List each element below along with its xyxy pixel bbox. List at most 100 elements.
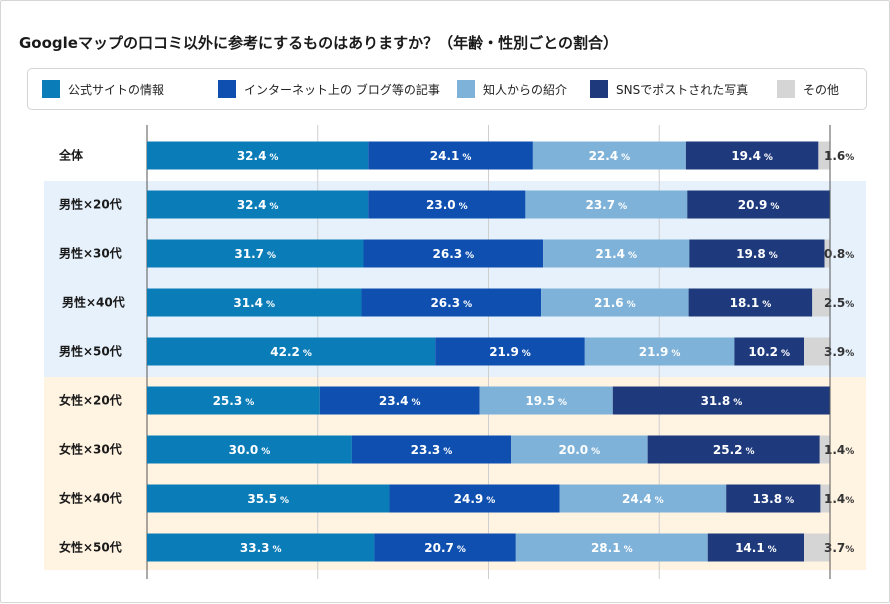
bar-segment [559,484,727,513]
category-label: 男性×40代 [62,295,125,310]
bar-segment [689,239,825,268]
value-label: 22.4% [589,149,631,163]
legend-swatch [590,80,608,98]
value-label: 23.4% [379,394,421,408]
value-label-outside: 1.4% [824,443,854,457]
value-label: 19.5% [525,394,567,408]
bar-segment [804,337,831,366]
value-label: 25.2% [713,443,755,457]
bar-segment [368,190,526,219]
legend-label: その他 [803,82,840,97]
value-label: 19.4% [731,149,773,163]
value-label: 31.4% [233,296,275,310]
legend-swatch [777,80,795,98]
bar-segment [543,239,690,268]
bar-segment [147,190,369,219]
bar-segment [147,141,369,170]
bar-segment [525,190,688,219]
legend-label: インターネット上の ブログ等の記事 [244,82,440,97]
bar-segment [374,533,516,562]
value-label: 18.1% [730,296,772,310]
legend-swatch [218,80,236,98]
value-label: 21.6% [594,296,636,310]
category-label: 全体 [58,148,84,163]
bar-segment [147,533,375,562]
bar-segment [707,533,805,562]
value-label: 20.7% [424,541,466,555]
legend-item-blog-articles: インターネット上の ブログ等の記事 [218,79,440,99]
bar-segment [351,435,512,464]
value-label: 24.4% [622,492,664,506]
value-label: 35.5% [247,492,289,506]
bar-segment [319,386,480,415]
value-label-outside: 2.5% [824,296,854,310]
bar-segment [804,533,830,562]
chart-title: Googleマップの口コミ以外に参考にするものはありますか？（年齢・性別ごとの割… [19,34,618,52]
legend-swatch [457,80,475,98]
bar-segment [147,386,320,415]
value-label: 10.2% [748,345,790,359]
value-label: 31.7% [234,247,276,261]
category-label: 男性×30代 [59,246,122,261]
bar-segment [147,484,390,513]
value-label-outside: 1.6% [824,149,854,163]
bar-segment [726,484,821,513]
bar-segment [687,190,830,219]
legend-item-other: その他 [777,79,839,99]
legend-label: 公式サイトの情報 [68,82,165,97]
bar-segment [361,288,542,317]
value-label: 21.9% [489,345,531,359]
value-label: 25.3% [213,394,255,408]
category-label: 女性×30代 [59,442,122,457]
bar-segment [685,141,819,170]
bar-segment [612,386,830,415]
legend-label: 知人からの紹介 [483,82,568,97]
bar-segment [389,484,560,513]
value-label: 26.3% [430,296,472,310]
legend-item-referral: 知人からの紹介 [457,79,567,99]
value-label: 23.0% [426,198,468,212]
value-label: 23.3% [411,443,453,457]
bar-segment [647,435,820,464]
value-label: 13.8% [752,492,794,506]
value-label: 24.9% [454,492,496,506]
category-label: 男性×20代 [59,197,122,212]
value-label: 14.1% [735,541,777,555]
bar-segment [515,533,708,562]
legend: 公式サイトの情報 インターネット上の ブログ等の記事 知人からの紹介 SNSでポ… [27,68,867,110]
bar-segment [532,141,686,170]
bar-segment [584,337,735,366]
bar-segment [812,288,830,317]
value-label: 32.4% [237,149,279,163]
value-label: 20.9% [738,198,780,212]
value-label: 30.0% [229,443,271,457]
legend-item-sns-photos: SNSでポストされた写真 [590,79,748,99]
value-label: 42.2% [270,345,312,359]
value-label: 21.4% [595,247,637,261]
legend-label: SNSでポストされた写真 [616,82,749,97]
category-label: 男性×50代 [59,344,122,359]
value-label: 33.3% [240,541,282,555]
value-label: 20.0% [559,443,601,457]
bar-segment [541,288,689,317]
bar-segment [818,141,830,170]
bar-segment [435,337,585,366]
value-label-outside: 0.8% [824,247,854,261]
bar-segment [147,239,364,268]
value-label-outside: 3.9% [824,345,854,359]
bar-segment [688,288,813,317]
bar-segment [147,435,352,464]
legend-item-official-site: 公式サイトの情報 [42,79,164,99]
bar-segment [819,435,830,464]
value-label-outside: 1.4% [824,492,854,506]
bar-segment [147,337,436,366]
bar-segment [363,239,544,268]
category-label: 女性×40代 [59,491,122,506]
category-label: 女性×50代 [59,540,122,555]
bar-segment [368,141,533,170]
value-label: 32.4% [237,198,279,212]
category-label: 女性×20代 [59,393,122,408]
value-label: 23.7% [585,198,627,212]
